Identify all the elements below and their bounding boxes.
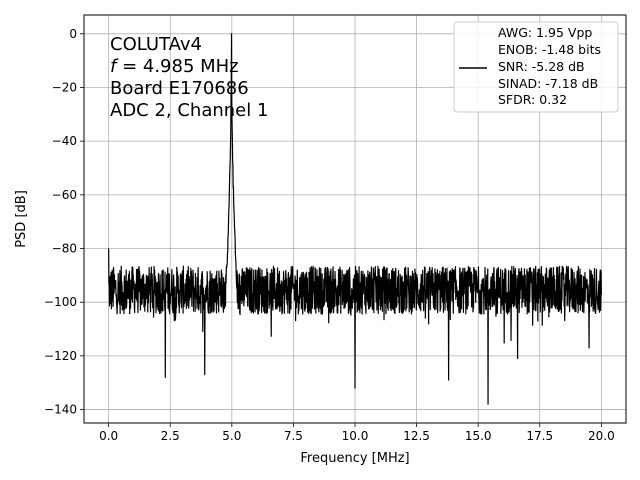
annotation-line-2: f = 4.985 MHz bbox=[110, 56, 239, 77]
legend-label-sfdr: SFDR: 0.32 bbox=[498, 92, 567, 107]
annotation-line-3: Board E170686 bbox=[110, 78, 249, 99]
y-tick-label: −40 bbox=[52, 134, 77, 148]
x-tick-label: 12.5 bbox=[403, 429, 430, 443]
chart-annotation: COLUTAv4 f = 4.985 MHz Board E170686 ADC… bbox=[110, 34, 268, 121]
annotation-line-1: COLUTAv4 bbox=[110, 34, 202, 55]
annotation-line-4: ADC 2, Channel 1 bbox=[110, 100, 268, 121]
x-tick-label: 5.0 bbox=[222, 429, 241, 443]
x-tick-label: 2.5 bbox=[161, 429, 180, 443]
y-tick-label: −60 bbox=[52, 188, 77, 202]
x-tick-label: 10.0 bbox=[342, 429, 369, 443]
x-tick-label: 0.0 bbox=[99, 429, 118, 443]
x-tick-label: 17.5 bbox=[526, 429, 553, 443]
legend-label-enob: ENOB: -1.48 bits bbox=[498, 42, 601, 57]
legend-label-sinad: SINAD: -7.18 dB bbox=[498, 76, 598, 91]
psd-series-line bbox=[108, 33, 602, 405]
legend: AWG: 1.95 Vpp ENOB: -1.48 bits SNR: -5.2… bbox=[453, 21, 619, 113]
legend-label-snr: SNR: -5.28 dB bbox=[498, 59, 585, 74]
y-tick-label: −120 bbox=[44, 349, 77, 363]
x-axis-ticks: 0.0 2.5 5.0 7.5 10.0 12.5 15.0 17.5 20.0 bbox=[99, 423, 615, 443]
plot-area bbox=[108, 33, 602, 405]
x-tick-label: 15.0 bbox=[465, 429, 492, 443]
y-axis-ticks: 0 −20 −40 −60 −80 −100 −120 −140 bbox=[44, 27, 84, 417]
x-tick-label: 20.0 bbox=[588, 429, 615, 443]
y-tick-label: 0 bbox=[69, 27, 77, 41]
x-axis-label: Frequency [MHz] bbox=[300, 451, 409, 466]
annotation-frequency-value: = 4.985 MHz bbox=[116, 56, 238, 77]
y-tick-label: −100 bbox=[44, 295, 77, 309]
y-axis-label: PSD [dB] bbox=[14, 190, 29, 248]
legend-box bbox=[453, 21, 619, 113]
y-tick-label: −140 bbox=[44, 403, 77, 417]
x-tick-label: 7.5 bbox=[284, 429, 303, 443]
legend-label-awg: AWG: 1.95 Vpp bbox=[498, 25, 592, 40]
annotation-frequency-symbol: f bbox=[110, 56, 119, 77]
y-tick-label: −80 bbox=[52, 242, 77, 256]
y-tick-label: −20 bbox=[52, 80, 77, 94]
